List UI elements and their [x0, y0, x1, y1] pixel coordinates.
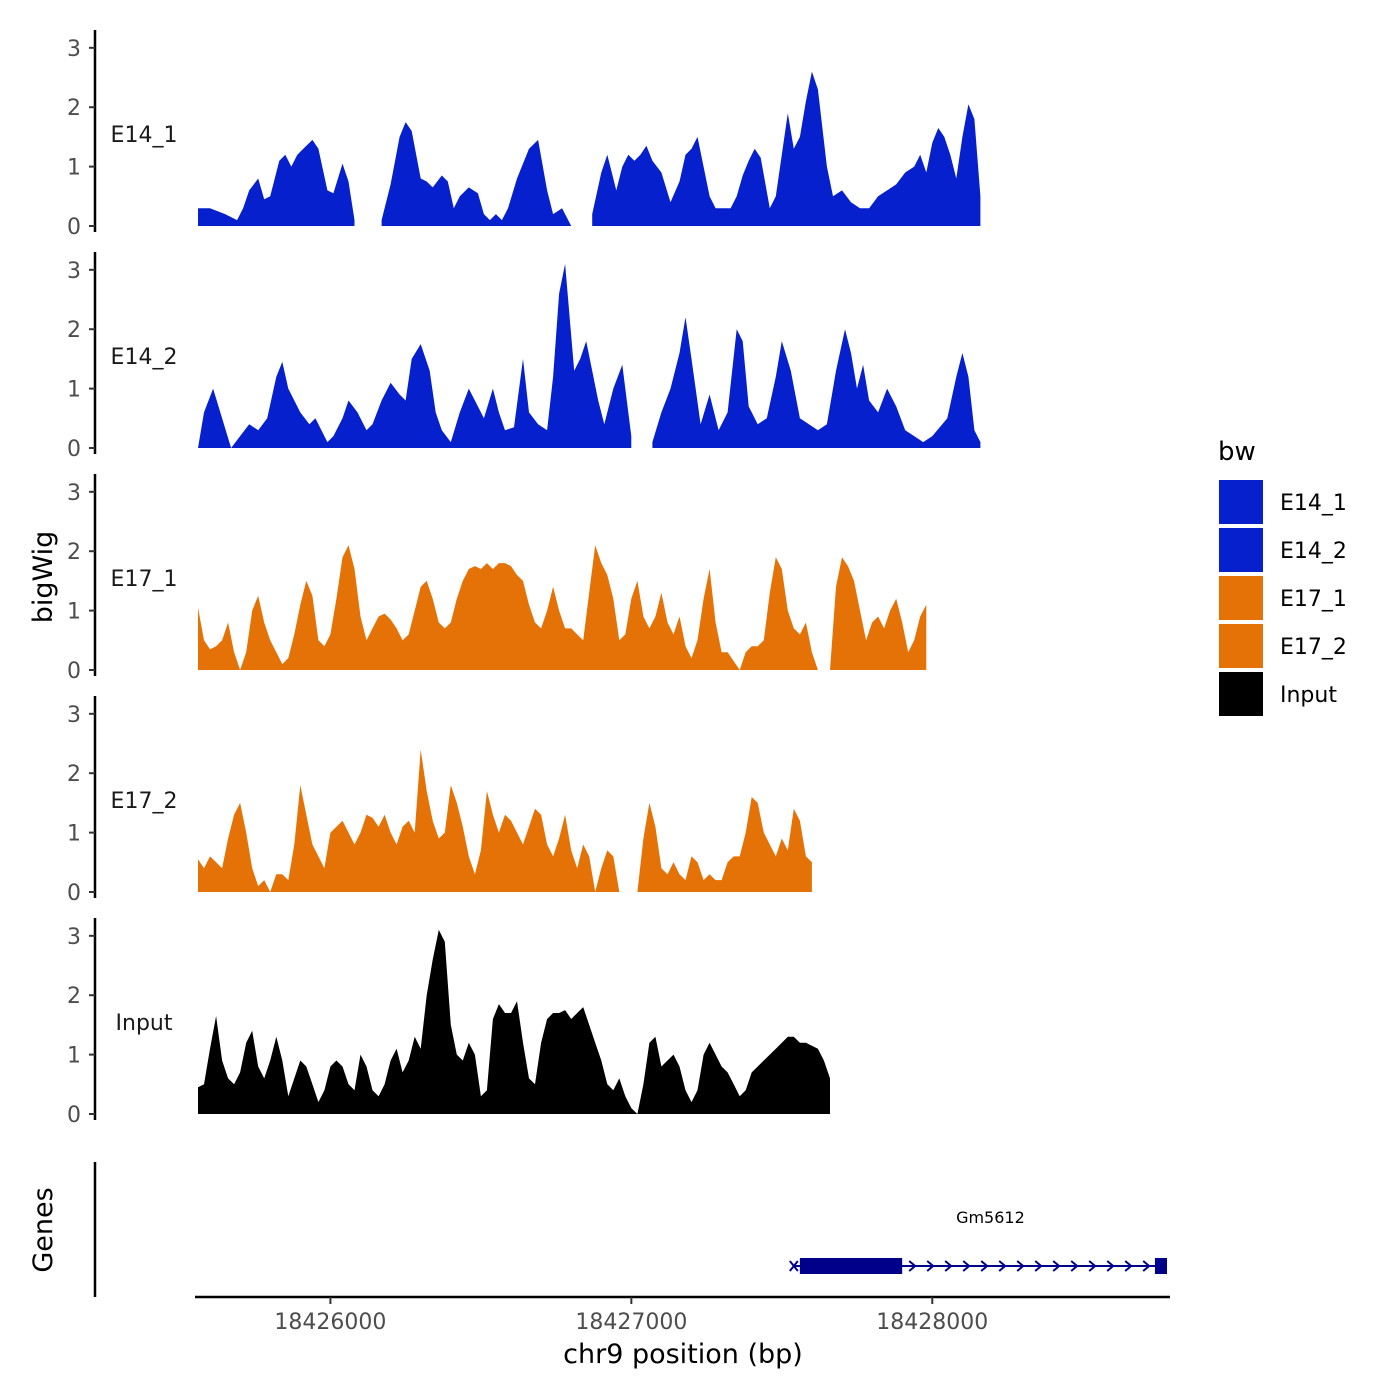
y-tick-label: 3 — [67, 703, 81, 728]
y-tick-label: 0 — [67, 437, 81, 462]
legend-label: E14_1 — [1280, 491, 1347, 516]
strand-arrow — [1070, 1260, 1079, 1272]
legend-swatch — [1219, 528, 1263, 572]
track-label: E14_2 — [111, 345, 178, 370]
y-tick-label: 2 — [67, 96, 81, 121]
x-axis: 18426000 18427000 18428000 — [195, 1295, 1170, 1335]
legend-item: E17_2 — [1219, 624, 1347, 668]
track-label: Input — [116, 1011, 173, 1036]
gene-exon — [799, 1258, 903, 1274]
y-tick-label: 3 — [67, 259, 81, 284]
track-E14_1: 0 1 2 3 E14_1 — [67, 30, 981, 240]
strand-arrow — [1034, 1260, 1043, 1272]
legend-swatch — [1219, 576, 1263, 620]
coverage-area — [592, 71, 981, 226]
y-axis-title: bigWig — [28, 531, 59, 624]
legend-title: bw — [1218, 437, 1256, 467]
legend-swatch — [1219, 624, 1263, 668]
y-tick-label: 0 — [67, 215, 81, 240]
coverage-area — [830, 557, 927, 670]
strand-arrow — [1052, 1260, 1061, 1272]
y-tick-label: 2 — [67, 984, 81, 1009]
y-tick-label: 3 — [67, 37, 81, 62]
strand-arrow — [926, 1260, 935, 1272]
x-tick-label: 18427000 — [575, 1310, 687, 1335]
strand-arrow — [962, 1260, 971, 1272]
strand-arrow — [1124, 1260, 1133, 1272]
track-label: E17_2 — [111, 789, 178, 814]
y-tick-label: 2 — [67, 540, 81, 565]
legend-swatch — [1219, 672, 1263, 716]
legend-label: Input — [1280, 683, 1337, 708]
y-tick-label: 2 — [67, 762, 81, 787]
y-tick-label: 1 — [67, 822, 81, 847]
track-label: E17_1 — [111, 567, 178, 592]
strand-arrow — [944, 1260, 953, 1272]
legend-label: E17_2 — [1280, 635, 1347, 660]
y-tick-label: 0 — [67, 881, 81, 906]
strand-arrow — [1106, 1260, 1115, 1272]
x-tick-label: 18428000 — [876, 1310, 988, 1335]
x-axis-title: chr9 position (bp) — [563, 1339, 803, 1370]
tracks-layer: 0 1 2 3 E14_1 0 1 2 3 E14_2 0 1 2 3 E17_1 0 1 2 3 E17_2 0 1 2 3… — [67, 30, 981, 1128]
legend-label: E17_1 — [1280, 587, 1347, 612]
strand-arrow — [908, 1260, 917, 1272]
y-tick-label: 2 — [67, 318, 81, 343]
gene-exon — [1154, 1258, 1167, 1274]
coverage-area — [198, 139, 355, 226]
legend-item: Input — [1219, 672, 1337, 716]
coverage-area — [198, 749, 620, 892]
track-Input: 0 1 2 3 Input — [67, 918, 830, 1128]
legend-item: E17_1 — [1219, 576, 1347, 620]
y-tick-label: 1 — [67, 600, 81, 625]
genes-axis-title: Genes — [28, 1187, 59, 1272]
y-tick-label: 3 — [67, 481, 81, 506]
legend-swatch — [1219, 480, 1263, 524]
y-tick-label: 3 — [67, 925, 81, 950]
strand-arrow — [1142, 1260, 1151, 1272]
legend-item: E14_2 — [1219, 528, 1347, 572]
gene-start-marker — [789, 1260, 799, 1272]
coverage-area — [652, 317, 981, 448]
strand-arrow — [1088, 1260, 1097, 1272]
y-tick-label: 1 — [67, 1044, 81, 1069]
legend: bw E14_1 E14_2 E17_1 E17_2 Input — [1218, 437, 1347, 716]
gene-track: Gm5612 — [93, 1162, 1167, 1297]
track-E17_2: 0 1 2 3 E17_2 — [67, 696, 812, 906]
strand-arrow — [1016, 1260, 1025, 1272]
track-E17_1: 0 1 2 3 E17_1 — [67, 474, 927, 684]
strand-arrow — [998, 1260, 1007, 1272]
coverage-area — [198, 545, 818, 670]
legend-item: E14_1 — [1219, 480, 1347, 524]
coverage-area — [381, 122, 572, 226]
coverage-area — [637, 797, 812, 892]
track-label: E14_1 — [111, 123, 178, 148]
coverage-area — [198, 929, 830, 1114]
y-tick-label: 1 — [67, 156, 81, 181]
coverage-area — [198, 263, 632, 448]
y-tick-label: 0 — [67, 1103, 81, 1128]
legend-label: E14_2 — [1280, 539, 1347, 564]
gene-label: Gm5612 — [956, 1208, 1025, 1227]
y-tick-label: 0 — [67, 659, 81, 684]
y-tick-label: 1 — [67, 378, 81, 403]
x-tick-label: 18426000 — [274, 1310, 386, 1335]
track-E14_2: 0 1 2 3 E14_2 — [67, 252, 981, 462]
strand-arrow — [980, 1260, 989, 1272]
